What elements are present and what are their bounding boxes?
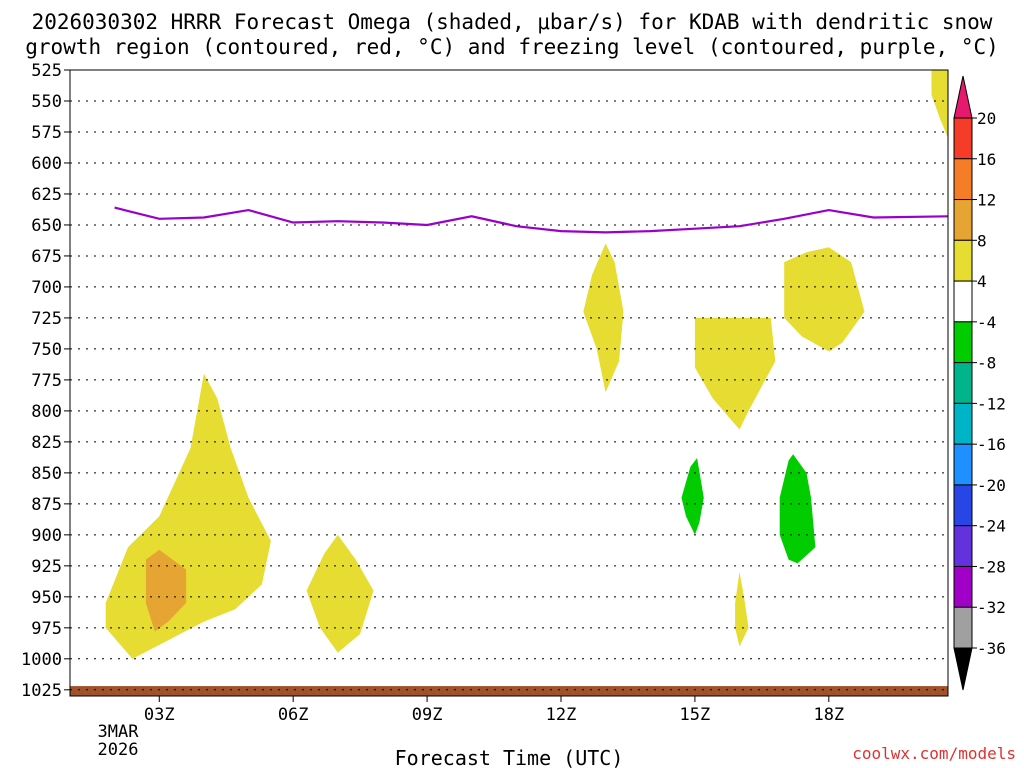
y-tick-label-1025: 1025 <box>21 681 62 701</box>
y-tick-label-900: 900 <box>31 526 62 546</box>
colorbar-label-1: 20 <box>977 109 996 128</box>
colorbar-label-3: 12 <box>977 191 996 210</box>
colorbar-segment-3 <box>953 199 973 241</box>
y-tick-label-750: 750 <box>31 340 62 360</box>
omega-region-7 <box>735 572 749 647</box>
colorbar-label-10: -20 <box>977 476 1006 495</box>
y-tick-label-700: 700 <box>31 278 62 298</box>
colorbar-label-12: -28 <box>977 557 1006 576</box>
y-tick-label-575: 575 <box>31 123 62 143</box>
x-tick-label-09Z: 09Z <box>412 705 443 725</box>
y-tick-label-525: 525 <box>31 61 62 81</box>
x-tick-label-03Z: 03Z <box>144 705 175 725</box>
colorbar-segment-11 <box>953 525 973 567</box>
y-tick-label-650: 650 <box>31 216 62 236</box>
colorbar-segment-2 <box>953 158 973 201</box>
y-tick-label-550: 550 <box>31 92 62 112</box>
colorbar: 20 16 12 8 4 -4 -8 -12 -16 -20 -24 -28 -32 -36 <box>953 75 1006 691</box>
colorbar-label-6: -4 <box>977 313 996 332</box>
colorbar-label-11: -24 <box>977 517 1006 536</box>
y-tick-label-800: 800 <box>31 402 62 422</box>
omega-region-10 <box>779 454 816 564</box>
colorbar-segment-8 <box>953 402 973 445</box>
y-tick-label-950: 950 <box>31 588 62 608</box>
x-tick-label-12Z: 12Z <box>546 705 577 725</box>
y-tick-label-725: 725 <box>31 309 62 329</box>
chart-title-line1: 2026030302 HRRR Forecast Omega (shaded, … <box>32 10 993 34</box>
colorbar-top-arrow <box>953 75 973 119</box>
omega-region-4 <box>583 243 624 393</box>
colorbar-segment-12 <box>953 565 973 608</box>
y-tick-label-875: 875 <box>31 495 62 515</box>
omega-region-5 <box>694 317 776 430</box>
date-label-day: 3MAR <box>98 722 140 742</box>
x-tick-label-06Z: 06Z <box>278 705 309 725</box>
omega-region-3 <box>306 534 374 653</box>
y-tick-label-625: 625 <box>31 185 62 205</box>
ground-band <box>70 686 948 696</box>
colorbar-label-2: 16 <box>977 150 996 169</box>
date-label-year: 2026 <box>98 740 139 760</box>
y-tick-label-600: 600 <box>31 154 62 174</box>
colorbar-segment-9 <box>953 443 973 486</box>
y-tick-label-775: 775 <box>31 371 62 391</box>
omega-region-8 <box>931 70 948 139</box>
colorbar-segment-6 <box>953 321 973 364</box>
omega-region-1 <box>105 373 271 659</box>
colorbar-label-8: -12 <box>977 394 1006 413</box>
y-tick-label-975: 975 <box>31 619 62 639</box>
chart-title-line2: growth region (contoured, red, °C) and f… <box>25 35 999 59</box>
colorbar-label-14: -36 <box>977 639 1006 658</box>
colorbar-segment-13 <box>953 606 973 649</box>
freezing-level-layer <box>114 206 949 234</box>
colorbar-bottom-arrow <box>953 647 973 691</box>
colorbar-label-7: -8 <box>977 354 996 373</box>
x-tick-label-18Z: 18Z <box>813 705 844 725</box>
y-tick-label-850: 850 <box>31 464 62 484</box>
colorbar-segment-1 <box>953 117 973 160</box>
y-tick-label-675: 675 <box>31 247 62 267</box>
y-tick-label-925: 925 <box>31 557 62 577</box>
colorbar-segment-10 <box>953 484 973 527</box>
freezing-level-line <box>114 206 949 234</box>
omega-region-6 <box>784 247 865 352</box>
x-tick-label-15Z: 15Z <box>680 705 711 725</box>
y-tick-label-1000: 1000 <box>21 650 62 670</box>
colorbar-segment-7 <box>953 362 973 404</box>
x-axis-title: Forecast Time (UTC) <box>395 746 624 768</box>
colorbar-segment-5 <box>953 280 973 323</box>
x-axis: 03Z 06Z 09Z 12Z 15Z 18Z <box>144 696 844 725</box>
y-axis: 525 550 575 600 625 650 675 700 725 750 775 800 825 8… <box>21 61 70 701</box>
colorbar-label-5: 4 <box>977 272 987 291</box>
plot-frame <box>69 69 949 697</box>
omega-fills <box>70 70 948 696</box>
colorbar-label-13: -32 <box>977 598 1006 617</box>
colorbar-segment-4 <box>953 239 973 282</box>
y-tick-label-825: 825 <box>31 433 62 453</box>
omega-region-9 <box>681 458 704 535</box>
watermark: coolwx.com/models <box>852 744 1016 763</box>
colorbar-label-9: -16 <box>977 435 1006 454</box>
omega-region-2 <box>145 549 187 632</box>
colorbar-label-4: 8 <box>977 231 987 250</box>
